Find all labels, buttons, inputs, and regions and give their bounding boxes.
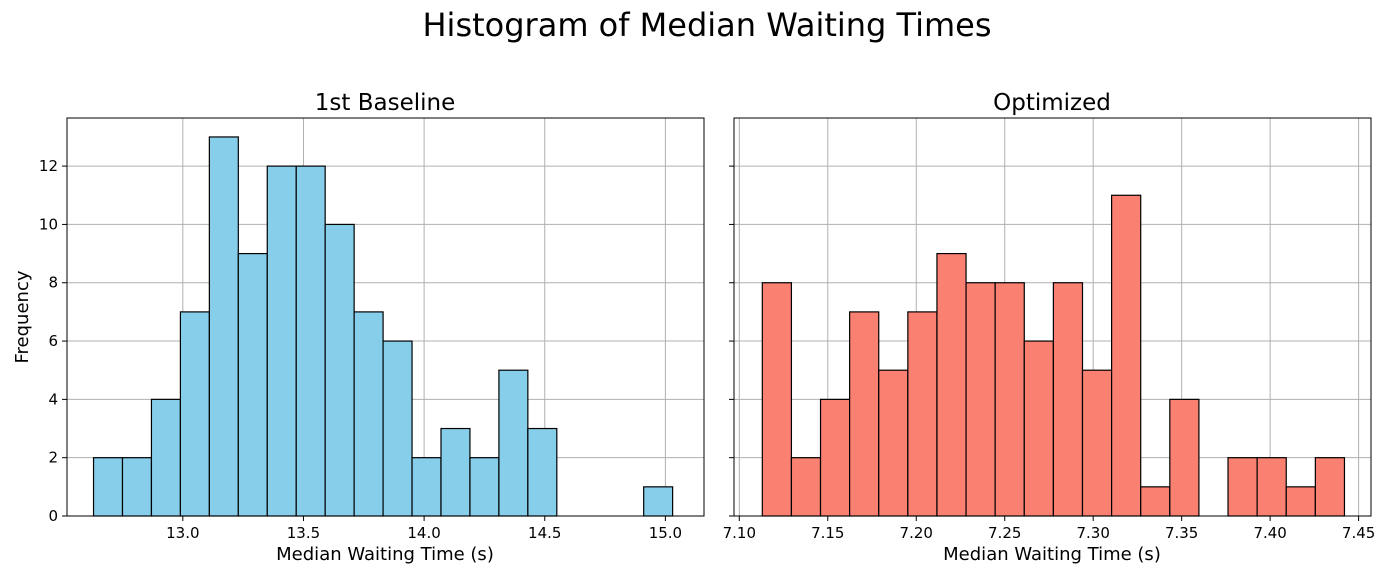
histogram-bar-optimized-9 <box>1023 340 1054 517</box>
y-tick-label-baseline-4: 8 <box>48 274 58 292</box>
histogram-bar-baseline-10 <box>382 340 413 517</box>
histogram-bar-optimized-4 <box>878 369 909 517</box>
panel-title-baseline: 1st Baseline <box>315 90 455 116</box>
y-tick-label-baseline-5: 10 <box>39 215 58 233</box>
histogram-bar-baseline-4 <box>208 136 239 517</box>
histogram-bar-baseline-8 <box>324 223 355 517</box>
histogram-bar-optimized-11 <box>1081 369 1113 517</box>
histogram-bar-optimized-17 <box>1256 457 1287 517</box>
histogram-bar-baseline-14 <box>498 369 529 517</box>
x-tick-label-baseline-1: 13.5 <box>287 524 320 542</box>
histogram-bar-optimized-7 <box>965 282 996 517</box>
histogram-bar-optimized-3 <box>849 311 880 517</box>
y-axis-label: Frequency <box>12 270 33 363</box>
histogram-bar-optimized-2 <box>819 398 851 517</box>
x-tick-label-optimized-5: 7.35 <box>1165 524 1198 542</box>
x-tick-label-optimized-6: 7.40 <box>1253 524 1286 542</box>
histogram-bar-optimized-10 <box>1052 282 1084 517</box>
histogram-bar-optimized-12 <box>1110 194 1142 517</box>
y-tick-label-baseline-6: 12 <box>39 157 58 175</box>
y-tick-label-baseline-0: 0 <box>48 507 58 525</box>
histogram-bar-baseline-2 <box>150 398 182 517</box>
histogram-bar-baseline-19 <box>643 486 674 517</box>
histogram-bar-baseline-3 <box>179 311 210 517</box>
plot-area-optimized: 7.10 7.15 7.20 7.25 7.30 7.35 7.40 7.45 <box>723 117 1375 542</box>
axes-frame-optimized <box>733 117 1372 517</box>
histogram-bar-baseline-1 <box>121 457 153 517</box>
figure-title: Histogram of Median Waiting Times <box>422 6 991 44</box>
x-tick-label-optimized-0: 7.10 <box>723 524 756 542</box>
x-axis-label-baseline: Median Waiting Time (s) <box>276 544 494 565</box>
x-axis-label-optimized: Median Waiting Time (s) <box>943 544 1161 565</box>
histogram-bar-optimized-1 <box>790 457 822 517</box>
y-tick-label-baseline-1: 2 <box>48 449 58 467</box>
axes-frame-baseline <box>66 117 705 517</box>
histogram-bar-optimized-18 <box>1285 486 1316 517</box>
panel-optimized: 7.10 7.15 7.20 7.25 7.30 7.35 7.40 7.45 Optimiz… <box>723 90 1376 565</box>
histogram-bar-baseline-0 <box>92 457 124 517</box>
x-tick-label-baseline-4: 15.0 <box>649 524 682 542</box>
x-tick-label-optimized-7: 7.45 <box>1342 524 1375 542</box>
y-tick-label-baseline-3: 6 <box>48 332 58 350</box>
histogram-bar-optimized-19 <box>1314 457 1346 517</box>
x-tick-label-baseline-3: 14.5 <box>528 524 561 542</box>
panel-baseline: 13.0 13.5 14.0 14.5 15.0 0 2 4 6 8 10 12 1st Baseli… <box>12 90 705 565</box>
histogram-bar-optimized-8 <box>994 282 1025 517</box>
plot-area-baseline: 13.0 13.5 14.0 14.5 15.0 0 2 4 6 8 10 12 <box>39 117 705 542</box>
histogram-bar-optimized-16 <box>1227 457 1258 517</box>
histogram-bar-optimized-0 <box>761 282 793 517</box>
histogram-bar-optimized-5 <box>907 311 938 517</box>
histogram-bar-baseline-12 <box>440 427 471 517</box>
histogram-bar-baseline-9 <box>353 311 384 517</box>
histogram-bar-baseline-13 <box>469 457 500 517</box>
x-tick-label-optimized-2: 7.20 <box>900 524 933 542</box>
histogram-bar-baseline-15 <box>527 427 558 517</box>
x-tick-label-baseline-0: 13.0 <box>166 524 199 542</box>
x-tick-label-optimized-4: 7.30 <box>1076 524 1109 542</box>
y-tick-label-baseline-2: 4 <box>48 390 58 408</box>
histogram-bar-optimized-13 <box>1140 486 1171 517</box>
histogram-bar-baseline-6 <box>266 165 297 517</box>
x-tick-label-optimized-3: 7.25 <box>988 524 1021 542</box>
panel-title-optimized: Optimized <box>993 90 1111 116</box>
histogram-bar-optimized-14 <box>1169 398 1200 517</box>
x-tick-label-optimized-1: 7.15 <box>811 524 844 542</box>
histogram-bar-baseline-7 <box>295 165 326 517</box>
histogram-bar-optimized-6 <box>936 252 967 517</box>
histogram-bar-baseline-5 <box>237 252 268 517</box>
histogram-bar-baseline-11 <box>411 457 442 517</box>
x-tick-label-baseline-2: 14.0 <box>407 524 440 542</box>
